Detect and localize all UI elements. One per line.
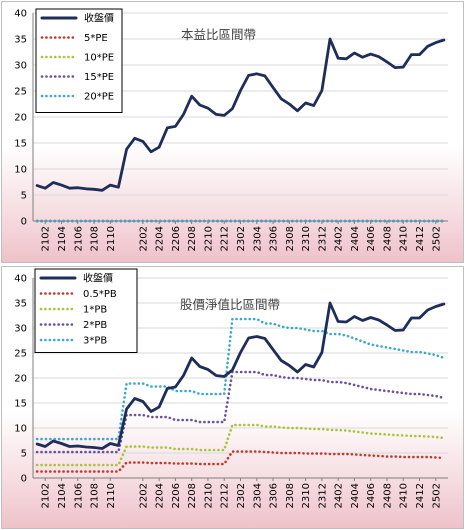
y-tick-label: 25 [14,349,27,360]
x-tick-label: 2412 [415,226,426,251]
x-tick-label: 2408 [382,483,393,508]
x-tick-label: 2302 [236,226,247,251]
x-tick-label: 2210 [203,226,214,251]
y-tick-label: 30 [14,324,27,335]
x-tick-label: 2306 [269,483,280,508]
y-tick-label: 35 [14,299,27,310]
legend-label-0: 收盤價 [83,272,113,285]
x-tick-label: 2406 [366,483,377,508]
series-line-4 [35,317,446,441]
series-line-0 [35,37,446,192]
x-tick-label: 2304 [252,483,263,508]
x-tick-label: 2410 [399,483,410,508]
chart-title: 股價淨值比區間帶 [180,297,280,312]
legend-label-2: 10*PE [84,53,114,64]
x-tick-label: 2408 [382,226,393,251]
x-tick-label: 2308 [285,483,296,508]
y-tick-label: 15 [14,399,27,410]
x-tick-label: 2404 [350,483,361,508]
y-tick-label: 5 [21,191,27,202]
x-tick-label: 2204 [155,483,166,508]
x-tick-label: 2202 [138,226,149,251]
legend-label-0: 收盤價 [84,12,114,25]
series-line-1 [35,450,446,473]
x-tick-label: 2212 [220,483,231,508]
legend-label-3: 2*PB [83,320,107,331]
legend-label-2: 1*PB [83,305,107,316]
x-tick-label: 2108 [90,226,101,251]
x-tick-label: 2208 [187,483,198,508]
y-tick-label: 5 [21,449,27,460]
x-tick-label: 2102 [41,483,52,508]
y-tick-label: 40 [14,9,27,20]
y-tick-label: 10 [14,165,27,176]
x-tick-label: 2308 [285,226,296,251]
x-tick-label: 2110 [106,226,117,251]
pb-band-chart-svg: 0 5 10 15 20 25 30 35 40 2102 2104 2106 2108 2110 2202… [14,268,448,508]
series-line-2 [35,423,446,467]
x-tick-label: 2110 [106,483,117,508]
x-tick-label: 2202 [138,483,149,508]
x-tick-label: 2304 [252,226,263,251]
y-tick-label: 20 [14,374,27,385]
x-tick-label: 2312 [317,483,328,508]
x-tick-label: 2210 [203,483,214,508]
legend-box [34,268,138,353]
x-tick-label: 2206 [171,483,182,508]
x-tick-label: 2310 [301,483,312,508]
legend-label-1: 0.5*PB [83,289,117,300]
pe-band-chart-svg: 0 5 10 15 20 25 30 35 40 2102 2104 2106 2108 2110 2202… [14,8,448,251]
x-tick-label: 2206 [171,226,182,251]
legend-label-3: 15*PE [84,72,114,83]
x-tick-label: 2306 [269,226,280,251]
pe-band-chart: 0 5 10 15 20 25 30 35 40 2102 2104 2106 2108 2110 2202… [1,1,464,263]
x-tick-label: 2212 [220,226,231,251]
x-tick-label: 2104 [57,483,68,508]
x-tick-label: 2402 [334,483,345,508]
x-tick-label: 2404 [350,226,361,251]
x-tick-label: 2104 [57,226,68,251]
x-tick-label: 2406 [366,226,377,251]
y-tick-label: 30 [14,61,27,72]
x-tick-label: 2102 [41,226,52,251]
x-tick-label: 2310 [301,226,312,251]
x-tick-label: 2204 [155,226,166,251]
x-tick-label: 2208 [187,226,198,251]
series-line-3 [35,370,446,454]
legend-label-4: 3*PB [83,336,107,347]
x-tick-label: 2108 [90,483,101,508]
y-tick-label: 20 [14,113,27,124]
x-tick-label: 2106 [73,226,84,251]
legend-label-1: 5*PE [84,33,108,44]
x-tick-label: 2502 [431,483,442,508]
x-tick-label: 2302 [236,483,247,508]
y-tick-label: 40 [14,274,27,285]
y-tick-label: 25 [14,87,27,98]
legend-label-4: 20*PE [84,92,114,103]
series-line-0 [35,301,446,450]
x-tick-label: 2410 [399,226,410,251]
y-tick-label: 0 [21,217,27,228]
x-tick-label: 2106 [73,483,84,508]
y-tick-label: 15 [14,139,27,150]
x-tick-label: 2412 [415,483,426,508]
x-tick-label: 2402 [334,226,345,251]
x-tick-label: 2312 [317,226,328,251]
y-tick-label: 35 [14,35,27,46]
y-tick-label: 0 [21,474,27,485]
x-tick-label: 2502 [431,226,442,251]
y-tick-label: 10 [14,424,27,435]
pb-band-chart: 0 5 10 15 20 25 30 35 40 2102 2104 2106 2108 2110 2202… [1,266,464,529]
chart-title: 本益比區間帶 [181,27,256,42]
